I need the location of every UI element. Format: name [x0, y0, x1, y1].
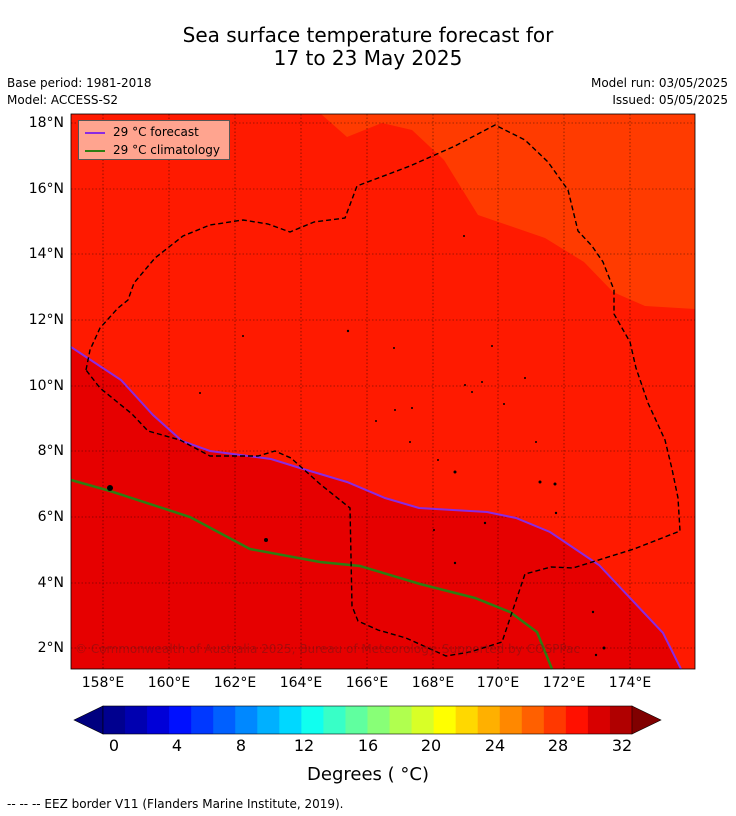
colorbar-segment: [257, 706, 280, 734]
colorbar-segment: [169, 706, 192, 734]
lon-label: 172°E: [542, 675, 586, 691]
climatology-29c-line: [70, 478, 554, 670]
colorbar-segment: [477, 706, 501, 734]
map-grid: [71, 114, 695, 669]
colorbar-segment: [279, 706, 302, 734]
colorbar-tick-label: 24: [484, 736, 506, 755]
colorbar-segment: [455, 706, 479, 734]
lon-label: 170°E: [476, 675, 520, 691]
colorbar-tick-label: 28: [547, 736, 569, 755]
eez-footnote: -- -- -- EEZ border V11 (Flanders Marine…: [7, 797, 344, 811]
lat-label: 6°N: [37, 509, 64, 525]
lat-label: 2°N: [37, 640, 64, 656]
colorbar-segment: [521, 706, 545, 734]
colorbar: [73, 705, 662, 735]
forecast-swatch: [85, 131, 105, 134]
lat-label: 18°N: [28, 115, 64, 131]
lon-label: 166°E: [345, 675, 389, 691]
colorbar-under-arrow: [73, 705, 104, 735]
model-text: Model: ACCESS-S2: [7, 93, 119, 107]
lat-label: 14°N: [28, 246, 64, 262]
colorbar-segment: [147, 706, 170, 734]
colorbar-segment: [235, 706, 258, 734]
lon-label: 174°E: [608, 675, 652, 691]
issued-text: Issued: 05/05/2025: [612, 93, 728, 107]
colorbar-segment: [345, 706, 368, 734]
colorbar-tick-label: 16: [357, 736, 379, 755]
colorbar-segment: [125, 706, 148, 734]
legend-item-forecast: 29 °C forecast: [85, 124, 199, 140]
colorbar-tick-label: 20: [420, 736, 442, 755]
colorbar-segment: [411, 706, 435, 734]
colorbar-segment: [609, 706, 633, 734]
colorbar-over-arrow: [631, 705, 662, 735]
colorbar-segment: [565, 706, 589, 734]
sst-map: [70, 113, 696, 670]
lat-label: 10°N: [28, 378, 64, 394]
chart-title-line2: 17 to 23 May 2025: [273, 46, 463, 70]
climatology-swatch: [85, 149, 105, 152]
lat-label: 8°N: [37, 443, 64, 459]
colorbar-segment: [367, 706, 391, 734]
legend-item-climatology: 29 °C climatology: [85, 142, 220, 158]
colorbar-tick-label: 8: [235, 736, 247, 755]
colorbar-segment: [191, 706, 214, 734]
lon-label: 162°E: [213, 675, 257, 691]
colorbar-segment: [587, 706, 611, 734]
colorbar-tick-label: 32: [611, 736, 633, 755]
legend-forecast-label: 29 °C forecast: [113, 125, 199, 139]
lon-label: 168°E: [411, 675, 455, 691]
forecast-29c-line: [70, 346, 682, 670]
lon-label: 160°E: [147, 675, 191, 691]
colorbar-segment: [301, 706, 324, 734]
colorbar-segment: [433, 706, 457, 734]
lat-label: 16°N: [28, 181, 64, 197]
colorbar-segment: [213, 706, 236, 734]
sst-field-warm: [71, 347, 681, 669]
colorbar-segment: [323, 706, 346, 734]
colorbar-segment: [499, 706, 523, 734]
eez-border: [85, 124, 681, 657]
model-run-text: Model run: 03/05/2025: [590, 76, 728, 90]
map-legend: 29 °C forecast 29 °C climatology: [78, 120, 230, 160]
colorbar-tick-label: 0: [108, 736, 120, 755]
sst-field-cool: [321, 114, 695, 309]
lon-label: 158°E: [81, 675, 125, 691]
colorbar-segment: [103, 706, 126, 734]
copyright-watermark: © Commonwealth of Australia 2025, Bureau…: [75, 642, 580, 656]
lat-label: 12°N: [28, 312, 64, 328]
chart-title-line1: Sea surface temperature forecast for: [182, 23, 554, 47]
base-period-text: Base period: 1981-2018: [7, 76, 152, 90]
lat-label: 4°N: [37, 575, 64, 591]
colorbar-segment: [389, 706, 413, 734]
islands: [107, 235, 606, 657]
map-frame: [70, 113, 696, 670]
colorbar-title: Degrees ( °C): [307, 764, 429, 785]
colorbar-tick-label: 4: [171, 736, 183, 755]
colorbar-frame: [102, 705, 633, 735]
legend-climatology-label: 29 °C climatology: [113, 143, 221, 157]
colorbar-tick-label: 12: [293, 736, 315, 755]
lon-label: 164°E: [279, 675, 323, 691]
colorbar-segment: [543, 706, 567, 734]
